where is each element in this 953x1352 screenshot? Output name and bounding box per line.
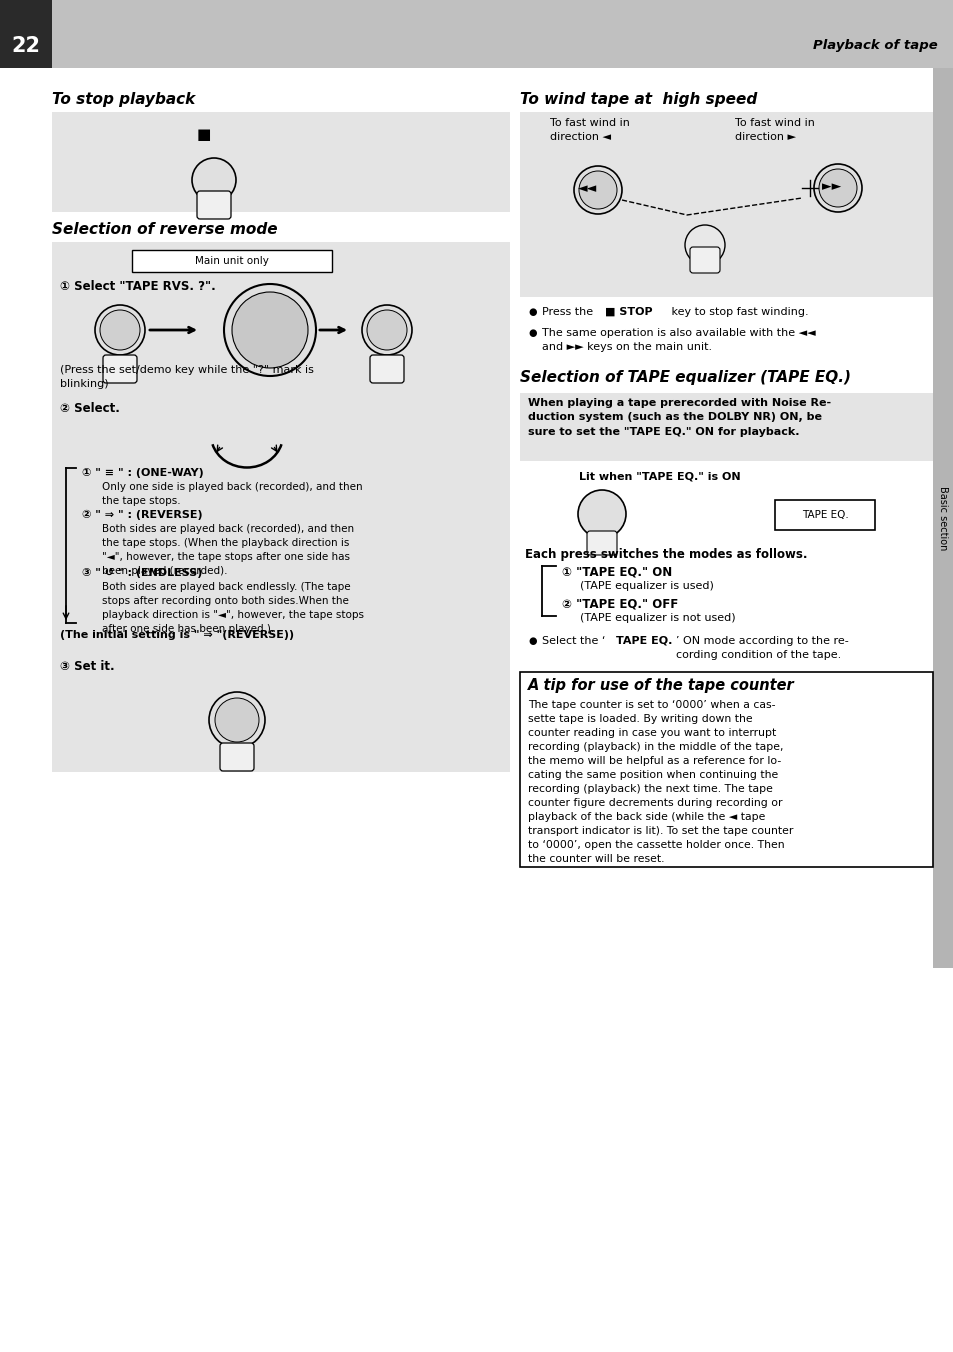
Circle shape [361,306,412,356]
Text: 22: 22 [11,37,40,55]
Text: ■: ■ [196,127,212,142]
Text: ●: ● [527,329,536,338]
Text: ●: ● [527,307,536,316]
Text: ③ Set it.: ③ Set it. [60,660,114,673]
FancyBboxPatch shape [689,247,720,273]
FancyBboxPatch shape [370,356,403,383]
Text: The tape counter is set to ‘0000’ when a cas-
sette tape is loaded. By writing d: The tape counter is set to ‘0000’ when a… [527,700,793,864]
Text: Both sides are played back (recorded), and then
the tape stops. (When the playba: Both sides are played back (recorded), a… [102,525,354,576]
Text: (Press the set/demo key while the "?" mark is
blinking): (Press the set/demo key while the "?" ma… [60,365,314,389]
Circle shape [818,169,856,207]
Text: Only one side is played back (recorded), and then
the tape stops.: Only one side is played back (recorded),… [102,483,362,506]
Text: Main unit only: Main unit only [194,256,269,266]
Text: ① Select "TAPE RVS. ?".: ① Select "TAPE RVS. ?". [60,280,215,293]
Bar [132,250,332,272]
Text: To fast wind in
direction ►: To fast wind in direction ► [734,118,814,142]
Text: Lit when "TAPE EQ." is ON: Lit when "TAPE EQ." is ON [578,472,740,483]
Bar [52,112,510,212]
Circle shape [367,310,407,350]
Circle shape [224,284,315,376]
Circle shape [684,224,724,265]
Circle shape [578,489,625,538]
Circle shape [100,310,140,350]
Text: ③ " ↺ " : (ENDLESS): ③ " ↺ " : (ENDLESS) [82,568,202,579]
Circle shape [95,306,145,356]
Text: ■ STOP: ■ STOP [604,307,652,316]
Text: ’ ON mode according to the re-
cording condition of the tape.: ’ ON mode according to the re- cording c… [676,635,848,660]
Text: To stop playback: To stop playback [52,92,195,107]
Text: Basic section: Basic section [938,485,947,550]
Text: When playing a tape prerecorded with Noise Re-
duction system (such as the DOLBY: When playing a tape prerecorded with Noi… [527,397,830,437]
Bar [0,0,953,68]
Text: key to stop fast winding.: key to stop fast winding. [667,307,808,316]
Text: Selection of reverse mode: Selection of reverse mode [52,222,277,237]
Text: ② Select.: ② Select. [60,402,120,415]
Circle shape [214,698,258,742]
Circle shape [232,292,308,368]
Text: ◄◄: ◄◄ [578,183,597,195]
Text: Playback of tape: Playback of tape [812,39,937,53]
FancyBboxPatch shape [196,191,231,219]
Circle shape [192,158,235,201]
Text: Select the ‘: Select the ‘ [541,635,605,646]
Circle shape [209,692,265,748]
Circle shape [813,164,862,212]
Text: ② "TAPE EQ." OFF: ② "TAPE EQ." OFF [561,598,678,611]
Bar [932,68,953,968]
Text: To wind tape at  high speed: To wind tape at high speed [519,92,757,107]
Circle shape [578,170,617,210]
Bar [519,393,932,461]
Text: Press the: Press the [541,307,596,316]
Text: (The initial setting is " ⇒ "(REVERSE)): (The initial setting is " ⇒ "(REVERSE)) [60,630,294,639]
Text: A tip for use of the tape counter: A tip for use of the tape counter [527,677,794,694]
Text: ① " ≡ " : (ONE-WAY): ① " ≡ " : (ONE-WAY) [82,468,204,479]
Text: ►►: ►► [821,180,844,193]
Text: (TAPE equalizer is not used): (TAPE equalizer is not used) [579,612,735,623]
Text: Selection of TAPE equalizer (TAPE EQ.): Selection of TAPE equalizer (TAPE EQ.) [519,370,850,385]
Text: The same operation is also available with the ◄◄
and ►► keys on the main unit.: The same operation is also available wit… [541,329,815,352]
FancyBboxPatch shape [220,744,253,771]
FancyBboxPatch shape [586,531,617,556]
Text: TAPE EQ.: TAPE EQ. [801,510,847,521]
Text: TAPE EQ.: TAPE EQ. [616,635,672,646]
Text: Each press switches the modes as follows.: Each press switches the modes as follows… [524,548,806,561]
Text: ●: ● [527,635,536,646]
Text: (TAPE equalizer is used): (TAPE equalizer is used) [579,581,713,591]
Circle shape [574,166,621,214]
Text: ② " ⇒ " : (REVERSE): ② " ⇒ " : (REVERSE) [82,510,202,521]
Bar [52,242,510,772]
Bar [519,112,932,297]
Text: To fast wind in
direction ◄: To fast wind in direction ◄ [550,118,629,142]
Bar [519,672,932,867]
Bar [0,0,52,68]
FancyBboxPatch shape [103,356,137,383]
Text: Both sides are played back endlessly. (The tape
stops after recording onto both : Both sides are played back endlessly. (T… [102,581,364,634]
Bar [774,500,874,530]
Text: ① "TAPE EQ." ON: ① "TAPE EQ." ON [561,566,672,579]
